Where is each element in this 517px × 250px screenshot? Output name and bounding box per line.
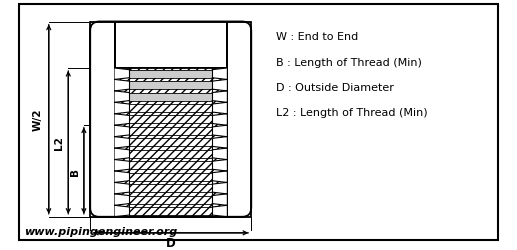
Bar	[115, 22, 227, 69]
Polygon shape	[212, 69, 227, 80]
Bar	[115, 69, 227, 217]
Text: L2: L2	[54, 136, 64, 150]
Text: D : Outside Diameter: D : Outside Diameter	[276, 83, 393, 93]
Polygon shape	[212, 206, 227, 217]
Text: www.pipingengineer.org: www.pipingengineer.org	[24, 226, 178, 236]
Bar	[115, 69, 227, 217]
Polygon shape	[212, 103, 227, 114]
Polygon shape	[115, 92, 129, 103]
Polygon shape	[115, 194, 129, 205]
Polygon shape	[115, 114, 129, 126]
Polygon shape	[212, 114, 227, 126]
Polygon shape	[212, 92, 227, 103]
Polygon shape	[212, 126, 227, 137]
Bar	[129, 93, 212, 101]
Text: W/2: W/2	[33, 108, 43, 131]
Polygon shape	[212, 171, 227, 183]
Polygon shape	[212, 183, 227, 194]
Bar	[129, 82, 212, 90]
Polygon shape	[115, 183, 129, 194]
FancyBboxPatch shape	[90, 22, 251, 217]
Bar	[227, 22, 251, 217]
Text: L2 : Length of Thread (Min): L2 : Length of Thread (Min)	[276, 108, 427, 118]
Polygon shape	[115, 206, 129, 217]
Bar	[115, 22, 227, 69]
Polygon shape	[115, 171, 129, 183]
Polygon shape	[115, 69, 129, 80]
Bar	[227, 22, 251, 217]
Polygon shape	[115, 137, 129, 148]
Text: W : End to End: W : End to End	[276, 32, 358, 42]
Text: B: B	[70, 167, 80, 175]
Polygon shape	[212, 80, 227, 92]
Bar	[129, 70, 212, 78]
Polygon shape	[115, 80, 129, 92]
Bar	[90, 22, 115, 217]
Polygon shape	[115, 160, 129, 171]
Text: B : Length of Thread (Min): B : Length of Thread (Min)	[276, 58, 421, 67]
Polygon shape	[212, 137, 227, 148]
Polygon shape	[115, 103, 129, 114]
Text: D: D	[166, 236, 176, 249]
Polygon shape	[212, 194, 227, 205]
Polygon shape	[212, 148, 227, 160]
Polygon shape	[115, 148, 129, 160]
Bar	[90, 22, 115, 217]
Polygon shape	[212, 160, 227, 171]
Polygon shape	[115, 126, 129, 137]
